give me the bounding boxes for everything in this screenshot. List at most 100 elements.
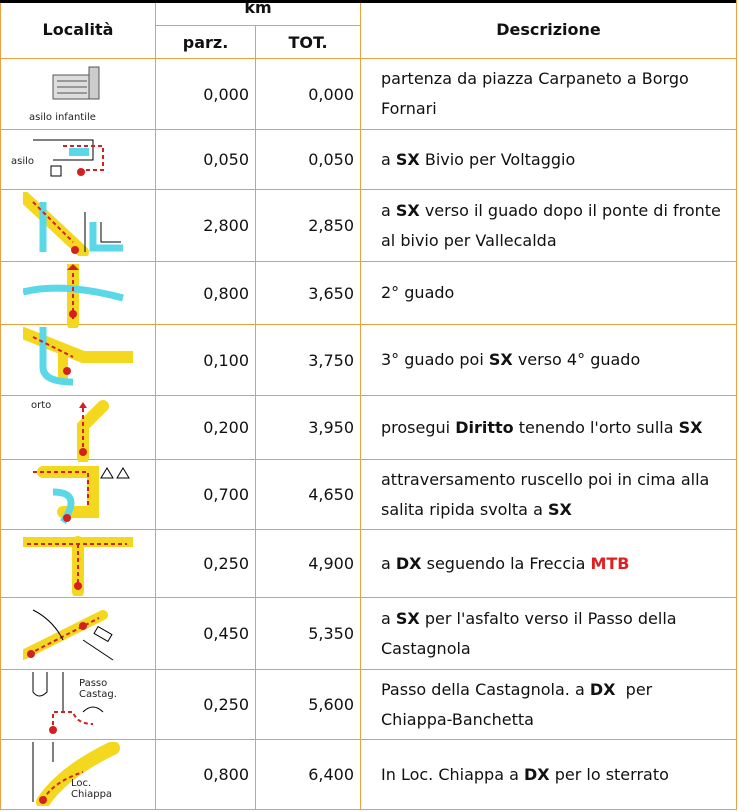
description-text: per lo sterrato [549,764,669,784]
icon-cell [0,261,156,328]
icon-cell: asilo [0,129,156,190]
description-text: attraversamento ruscello poi in cima all… [381,469,715,519]
route-icon: Passo Castag. [1,670,155,739]
route-sketch [52,66,100,100]
description-text: SX [678,417,703,437]
icon-cell [0,529,156,598]
route-icon: Loc. Chiappa [1,740,155,809]
partial-km: 0,800 [155,739,256,810]
description-text: per Chiappa-Banchetta [381,679,658,729]
icon-cell: orto [0,395,156,462]
icon-cell: asilo infantile [0,58,156,130]
route-row: Passo Castag. 0,250 5,600 Passo della Casta… [0,669,737,740]
route-icon [1,325,155,395]
partial-km: 0,250 [155,529,256,598]
partial-km: 0,200 [155,395,256,460]
partial-km: 0,700 [155,459,256,530]
description: 2° guado [360,261,737,325]
icon-label: orto [31,400,52,411]
header-total: TOT. [255,25,361,59]
description: 3° guado poi SX verso 4° guado [360,324,737,396]
icon-label: asilo [11,156,35,167]
description-text: partenza da piazza Carpaneto a Borgo For… [381,69,694,118]
total-km: 5,600 [255,669,361,740]
route-sketch [77,400,109,462]
description-text: 2° guado [381,283,455,302]
description: a DX seguendo la Freccia MTB [360,529,737,598]
description-text: 3° guado poi [381,350,489,369]
route-icon [1,460,155,529]
partial-km: 0,000 [155,58,256,130]
route-sketch [23,192,123,256]
route-sketch [33,466,130,524]
description-text: Diritto [455,417,514,437]
total-km: 4,650 [255,459,361,530]
description-text: SX [547,499,572,519]
route-icon: orto [1,396,155,462]
route-icon: asilo infantile [1,59,155,129]
icon-label: Passo Castag. [79,678,117,700]
table-body: asilo infantile 0,000 0,000 partenza da pia… [0,58,737,810]
route-row: orto 0,200 3,950 prosegui Diritto tenendo l… [0,395,737,462]
route-row: 0,250 4,900 a DX seguendo la Freccia MTB [0,529,737,598]
description-text: a [381,149,396,169]
route-sketch [23,609,114,661]
description-text: per l'asfalto verso il Passo della Casta… [381,608,682,658]
description-text: Passo della Castagnola. a [381,679,590,699]
route-row: asilo 0,050 0,050 a SX Bivio per Voltaggio [0,129,737,190]
route-icon: asilo [1,130,155,189]
description-text: verso 4° guado [512,350,641,369]
description-text: SX [395,200,420,220]
description: partenza da piazza Carpaneto a Borgo For… [360,58,737,130]
total-km: 0,050 [255,129,361,190]
route-sketch [23,327,133,386]
icon-cell [0,459,156,530]
description-text: a [381,553,396,573]
route-icon [1,530,155,597]
total-km: 3,650 [255,261,361,325]
route-sketch [32,742,120,806]
description-text: SX [395,149,420,169]
icon-cell: Passo Castag. [0,669,156,740]
partial-km: 2,800 [155,189,256,262]
route-sketch [23,264,124,328]
total-km: 0,000 [255,58,361,130]
description-text: SX [488,350,513,369]
header-km: km [155,0,361,26]
description-text: DX [589,679,616,699]
icon-cell [0,597,156,670]
description-text: DX [524,764,550,784]
description-text: DX [395,553,422,573]
description-text: In Loc. Chiappa a [381,764,524,784]
route-row: 0,800 3,650 2° guado [0,261,737,328]
route-icon [1,262,155,328]
description: prosegui Diritto tenendo l'orto sulla SX [360,395,737,460]
description-text: prosegui [381,417,456,437]
route-icon [1,598,155,669]
description-text: verso il guado dopo il ponte di fronte a… [381,200,726,250]
description-text: SX [395,608,420,628]
description-text: MTB [590,553,630,573]
description-text: tenendo l'orto sulla [513,417,679,437]
total-km: 6,400 [255,739,361,810]
icon-cell: Loc. Chiappa [0,739,156,810]
route-icon [1,190,155,261]
total-km: 2,850 [255,189,361,262]
route-sketch [33,139,104,177]
header-locality: Località [0,0,156,59]
total-km: 5,350 [255,597,361,670]
description: a SX per l'asfalto verso il Passo della … [360,597,737,670]
description-text: a [381,200,396,220]
description: Passo della Castagnola. a DX per Chiappa… [360,669,737,740]
route-sketch [23,536,133,596]
total-km: 3,950 [255,395,361,460]
total-km: 4,900 [255,529,361,598]
description-text: seguendo la Freccia [421,553,591,573]
route-row: asilo infantile 0,000 0,000 partenza da pia… [0,58,737,130]
description: a SX verso il guado dopo il ponte di fro… [360,189,737,262]
route-row: 0,700 4,650 attraversamento ruscello poi i… [0,459,737,530]
partial-km: 0,100 [155,324,256,396]
partial-km: 0,250 [155,669,256,740]
partial-km: 0,050 [155,129,256,190]
icon-label: asilo infantile [29,112,96,123]
